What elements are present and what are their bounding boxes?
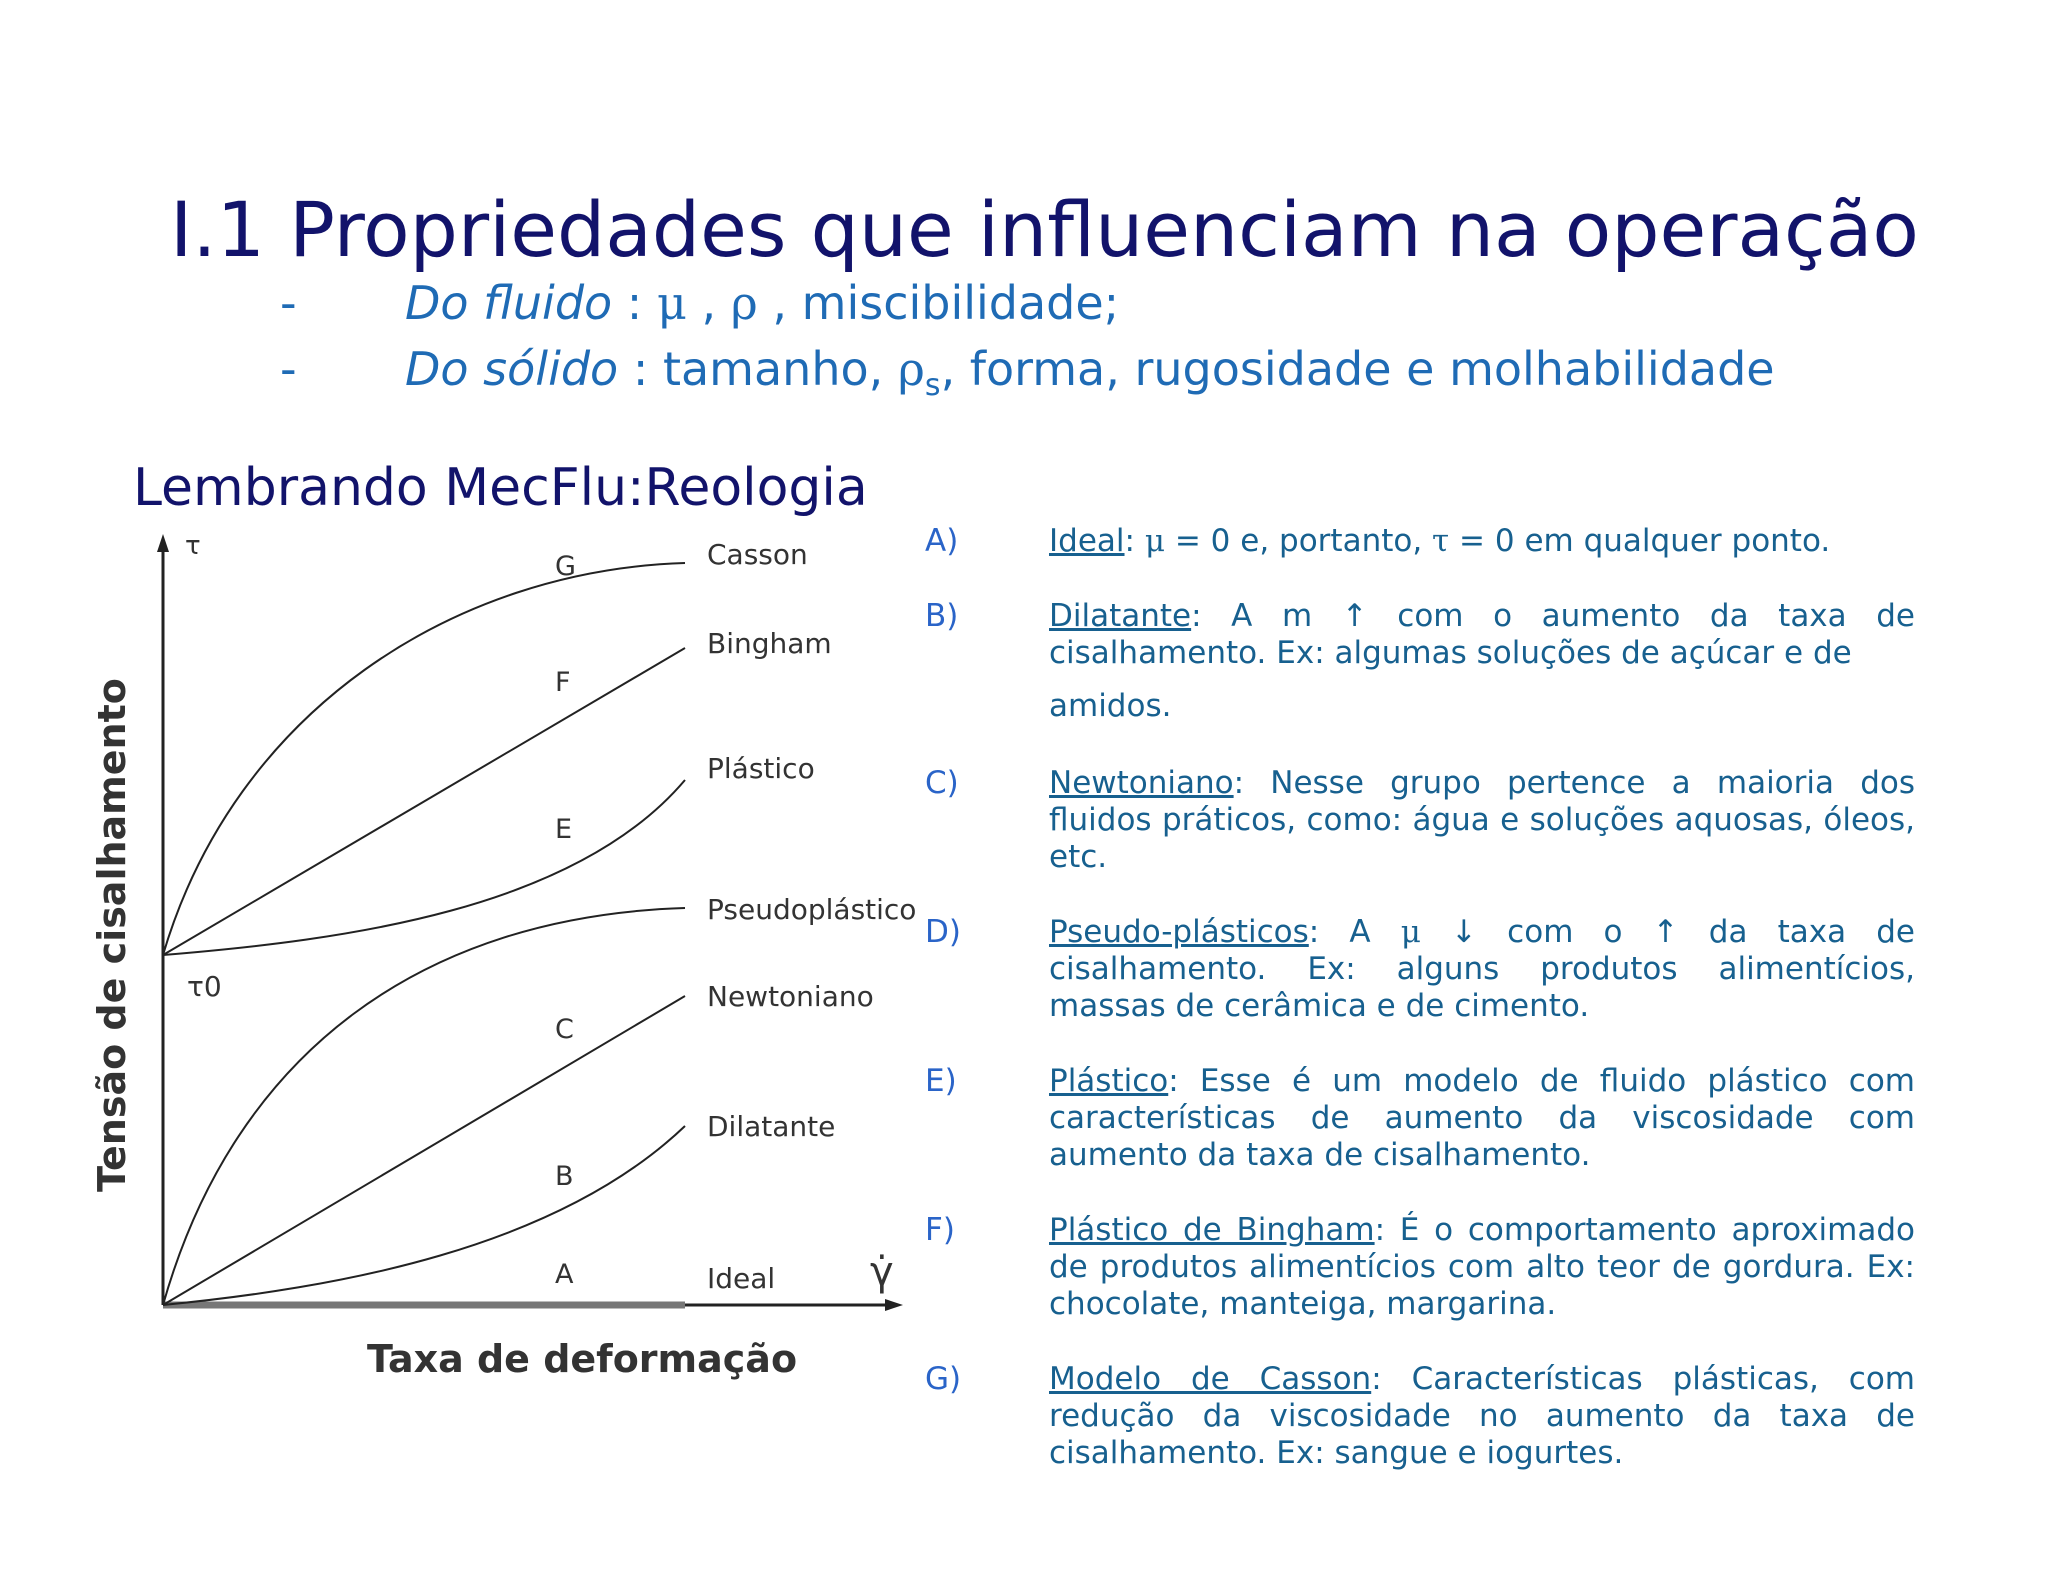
item-letter: G) (925, 1361, 962, 1397)
rheology-diagram: τ τ0 γ̇ G F E C B A Casson Bingham Plást… (95, 531, 916, 1381)
item-text: : A (1308, 914, 1401, 950)
list-item: C) Newtoniano: Nesse grupo pertence a ma… (925, 765, 1915, 876)
x-axis-title: Taxa de deformação (367, 1337, 797, 1381)
curve-dilatante (162, 1125, 686, 1306)
bullet-sep: , (686, 276, 731, 330)
rho-symbol: ρ (897, 342, 925, 396)
curve-newtoniano (162, 995, 686, 1306)
curve-letter-a: A (555, 1259, 574, 1290)
list-item: B) Dilatante: A m ↑ com o aumento da tax… (925, 598, 1915, 725)
bullet-dash: - (280, 276, 297, 330)
curve-letter-f: F (555, 667, 571, 698)
item-term: Dilatante (1049, 598, 1192, 634)
item-letter: A) (925, 523, 959, 559)
item-letter: D) (925, 914, 961, 950)
section-subtitle: Lembrando MecFlu:Reologia (133, 458, 868, 518)
bullet-dash: - (280, 342, 297, 396)
item-text-continued: amidos. (1049, 688, 1172, 724)
bullet-rest: , miscibilidade; (757, 276, 1120, 330)
item-term: Modelo de Casson (1049, 1361, 1372, 1397)
curve-letter-c: C (555, 1014, 574, 1045)
bullet-sep: : tamanho, (618, 342, 898, 396)
curve-name-casson: Casson (707, 538, 808, 571)
item-letter: E) (925, 1063, 957, 1099)
curve-bingham (162, 647, 686, 956)
curve-name-dilatante: Dilatante (707, 1110, 835, 1143)
subscript: s (924, 368, 941, 404)
item-letter: B) (925, 598, 959, 634)
y-axis-arrow (157, 534, 169, 552)
item-term: Newtoniano (1049, 765, 1234, 801)
curve-pseudoplastico (162, 907, 686, 1306)
tau-symbol: τ (1432, 523, 1450, 559)
item-term: Plástico (1049, 1063, 1169, 1099)
tau-label: τ (185, 531, 201, 561)
item-term: Pseudo-plásticos (1049, 914, 1309, 950)
bullet-label: Do sólido (405, 342, 619, 396)
mu-symbol: μ (1400, 914, 1421, 950)
tau0-label: τ0 (187, 970, 222, 1003)
item-letter: C) (925, 765, 959, 801)
item-text: : Esse é um modelo de fluido plástico co… (1049, 1063, 1915, 1173)
curve-letter-e: E (555, 814, 572, 845)
item-text: : É o comportamento aproximado de produt… (1049, 1212, 1915, 1322)
curve-name-pseudoplastico: Pseudoplástico (707, 893, 916, 926)
y-axis-title: Tensão de cisalhamento (95, 678, 134, 1192)
bullet-label: Do fluido (405, 276, 613, 330)
item-text: ↓ com o ↑ da taxa de cisalhamento. Ex: a… (1049, 914, 1915, 1024)
x-axis-arrow (885, 1299, 903, 1311)
rho-symbol: ρ (730, 276, 758, 330)
list-item: D) Pseudo-plásticos: A μ ↓ com o ↑ da ta… (925, 914, 1915, 1025)
item-text: : Nesse grupo pertence a maioria dos flu… (1049, 765, 1915, 875)
item-text: = 0 e, portanto, (1164, 523, 1433, 559)
item-text: : (1124, 523, 1145, 559)
bullet-fluid: - Do fluido : μ , ρ , miscibilidade; (280, 276, 1119, 330)
item-text: = 0 em qualquer ponto. (1449, 523, 1831, 559)
curve-name-ideal: Ideal (707, 1262, 775, 1295)
bullet-rest: , forma, rugosidade e molhabilidade (940, 342, 1775, 396)
bullet-sep: : (612, 276, 657, 330)
item-letter: F) (925, 1212, 955, 1248)
list-item: F) Plástico de Bingham: É o comportament… (925, 1212, 1915, 1323)
curve-plastico (162, 779, 686, 956)
item-term: Plástico de Bingham (1049, 1212, 1375, 1248)
item-text: : A m ↑ com o aumento da taxa de cisalha… (1049, 598, 1915, 671)
curve-name-plastico: Plástico (707, 752, 815, 785)
item-term: Ideal (1049, 523, 1125, 559)
curve-name-bingham: Bingham (707, 627, 832, 660)
list-item: E) Plástico: Esse é um modelo de fluido … (925, 1063, 1915, 1174)
gamma-dot-label: γ̇ (870, 1249, 894, 1295)
mu-symbol: μ (1144, 523, 1165, 559)
item-text: : Características plásticas, com redução… (1049, 1361, 1915, 1471)
list-item: A) Ideal: μ = 0 e, portanto, τ = 0 em qu… (925, 523, 1915, 560)
curve-letter-g: G (555, 551, 576, 582)
list-item: G) Modelo de Casson: Características plá… (925, 1361, 1915, 1472)
curve-name-newtoniano: Newtoniano (707, 980, 874, 1013)
mu-symbol: μ (656, 276, 687, 330)
page-title: I.1 Propriedades que influenciam na oper… (170, 185, 1919, 274)
curve-letter-b: B (555, 1161, 574, 1192)
curve-casson (162, 562, 686, 956)
bullet-solid: - Do sólido : tamanho, ρs, forma, rugosid… (280, 342, 1775, 403)
